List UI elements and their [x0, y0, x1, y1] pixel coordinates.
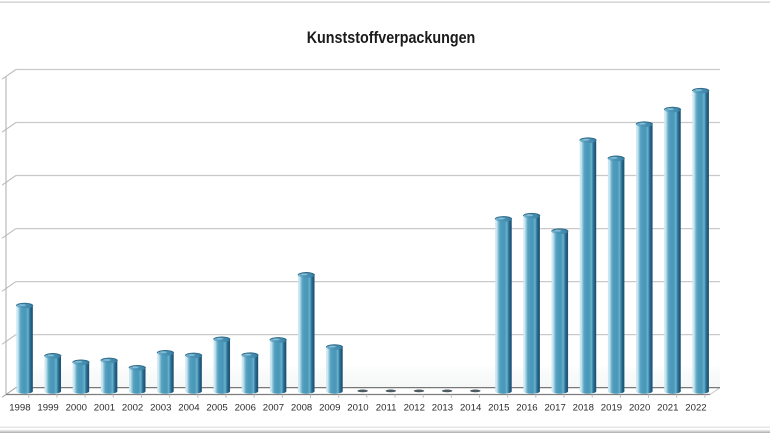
- svg-text:2012: 2012: [404, 403, 425, 414]
- svg-text:2021: 2021: [657, 403, 678, 414]
- svg-text:2013: 2013: [432, 403, 453, 414]
- svg-text:2009: 2009: [319, 403, 340, 414]
- svg-text:2010: 2010: [347, 403, 368, 414]
- svg-text:2022: 2022: [685, 403, 706, 414]
- svg-text:2008: 2008: [291, 403, 312, 414]
- svg-text:2011: 2011: [376, 403, 397, 414]
- svg-text:2003: 2003: [150, 403, 171, 414]
- svg-text:Kunststoffverpackungen: Kunststoffverpackungen: [307, 28, 476, 47]
- svg-text:1999: 1999: [37, 403, 58, 414]
- svg-text:2007: 2007: [263, 403, 284, 414]
- svg-text:2001: 2001: [94, 403, 115, 414]
- svg-text:2020: 2020: [629, 403, 650, 414]
- svg-text:2000: 2000: [66, 403, 87, 414]
- svg-text:2015: 2015: [488, 403, 509, 414]
- svg-text:1998: 1998: [9, 403, 30, 414]
- svg-text:2014: 2014: [460, 403, 482, 414]
- svg-text:2006: 2006: [235, 403, 256, 414]
- svg-text:2004: 2004: [178, 403, 200, 414]
- svg-text:2018: 2018: [573, 403, 594, 414]
- svg-text:2002: 2002: [122, 403, 143, 414]
- svg-text:2005: 2005: [206, 403, 227, 414]
- svg-text:2019: 2019: [601, 403, 622, 414]
- svg-text:2017: 2017: [544, 403, 565, 414]
- svg-text:2016: 2016: [516, 403, 537, 414]
